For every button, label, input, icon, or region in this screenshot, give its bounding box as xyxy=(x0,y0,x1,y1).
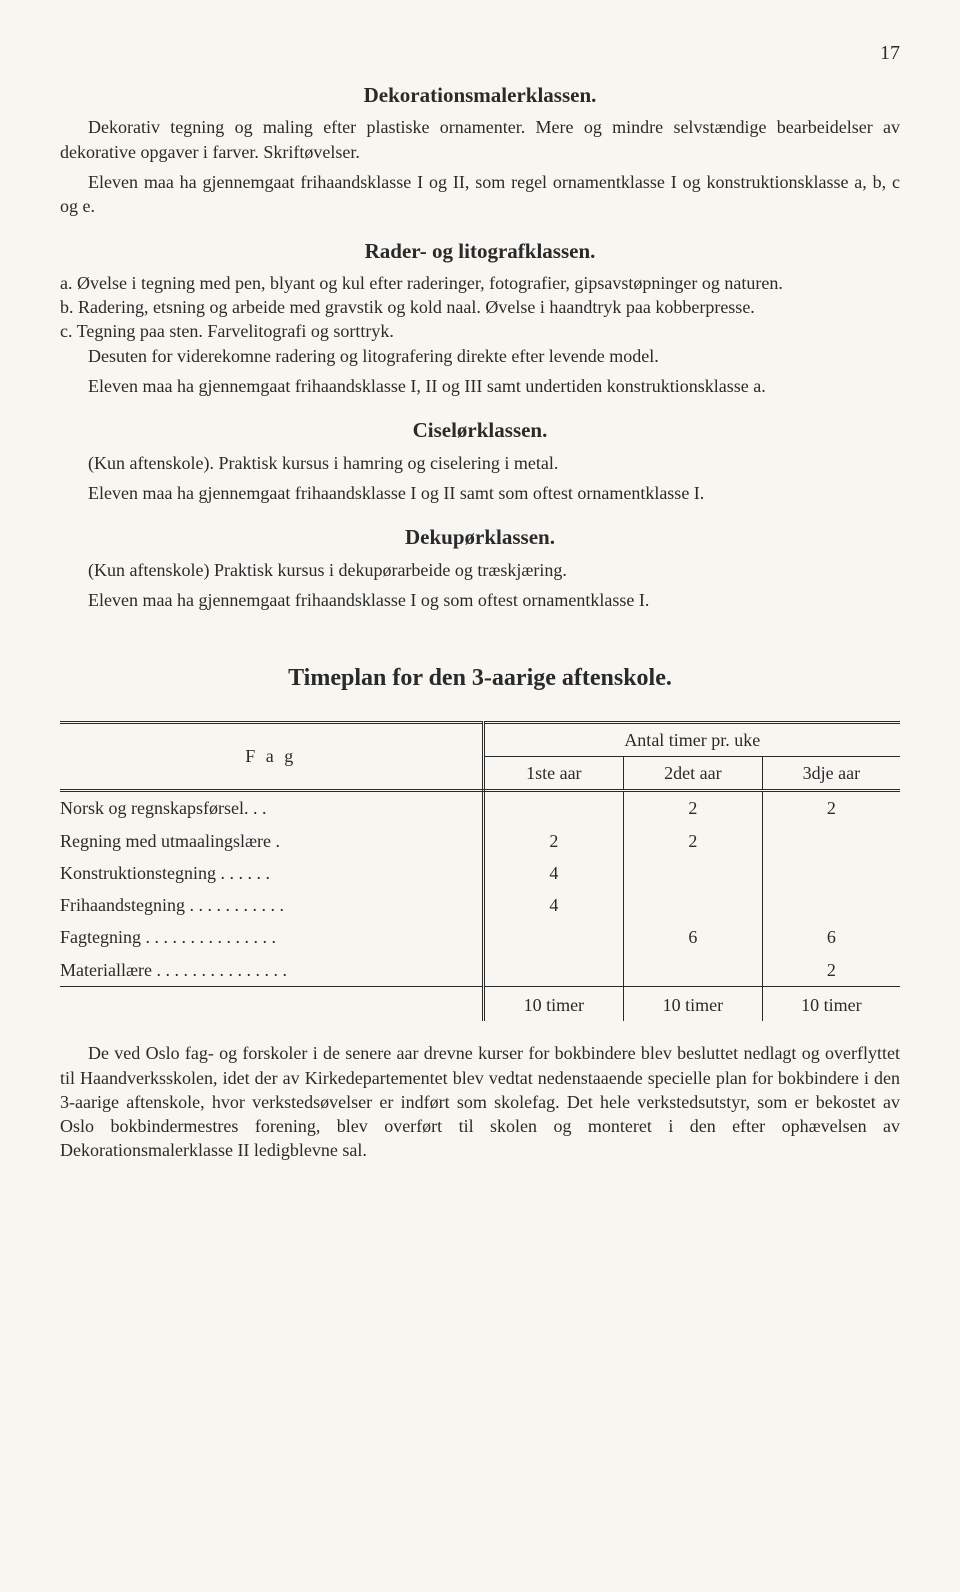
cell: 4 xyxy=(483,889,623,921)
cell: 2 xyxy=(624,825,763,857)
row-label: Fagtegning . . . . . . . . . . . . . . . xyxy=(60,921,483,953)
row-label: Norsk og regnskapsførsel. . . xyxy=(60,791,483,825)
section: Ciselørklassen. (Kun aftenskole). Praktis… xyxy=(60,416,900,505)
cell xyxy=(624,889,763,921)
page-number: 17 xyxy=(60,40,900,67)
list-item: b. Radering, etsning og arbeide med grav… xyxy=(60,295,900,319)
paragraph: Desuten for viderekomne radering og lito… xyxy=(60,344,900,368)
cell: 2 xyxy=(483,825,623,857)
cell xyxy=(624,954,763,987)
cell xyxy=(483,791,623,825)
year-header-2: 2det aar xyxy=(624,756,763,790)
paragraph: (Kun aftenskole) Praktisk kursus i dekup… xyxy=(60,558,900,582)
section-title: Ciselørklassen. xyxy=(60,416,900,444)
total-cell: 10 timer xyxy=(483,987,623,1022)
total-cell: 10 timer xyxy=(762,987,900,1022)
cell: 2 xyxy=(762,954,900,987)
table-row: Konstruktionstegning . . . . . .4 xyxy=(60,857,900,889)
paragraph: Eleven maa ha gjennemgaat frihaandsklass… xyxy=(60,170,900,219)
section-title: Dekupørklassen. xyxy=(60,523,900,551)
paragraph: (Kun aftenskole). Praktisk kursus i hamr… xyxy=(60,451,900,475)
cell: 6 xyxy=(762,921,900,953)
section-title: Rader- og litografklassen. xyxy=(60,237,900,265)
total-label xyxy=(60,987,483,1022)
cell xyxy=(483,954,623,987)
paragraph: Eleven maa ha gjennemgaat frihaandsklass… xyxy=(60,481,900,505)
section-title: Dekorationsmalerklassen. xyxy=(60,81,900,109)
cell: 4 xyxy=(483,857,623,889)
section: Dekupørklassen. (Kun aftenskole) Praktisk… xyxy=(60,523,900,612)
antal-header: Antal timer pr. uke xyxy=(483,722,900,756)
list-item: a. Øvelse i tegning med pen, blyant og k… xyxy=(60,271,900,295)
row-label: Materiallære . . . . . . . . . . . . . .… xyxy=(60,954,483,987)
cell: 2 xyxy=(624,791,763,825)
cell: 2 xyxy=(762,791,900,825)
table-row: Norsk og regnskapsførsel. . . 22 xyxy=(60,791,900,825)
footer-paragraph: De ved Oslo fag- og forskoler i de sener… xyxy=(60,1041,900,1162)
row-label: Frihaandstegning . . . . . . . . . . . xyxy=(60,889,483,921)
timetable: F a g Antal timer pr. uke 1ste aar 2det … xyxy=(60,721,900,1022)
section: Dekorationsmalerklassen. Dekorativ tegnin… xyxy=(60,81,900,219)
section: Rader- og litografklassen. a. Øvelse i te… xyxy=(60,237,900,399)
table-row: Fagtegning . . . . . . . . . . . . . . .… xyxy=(60,921,900,953)
cell xyxy=(762,857,900,889)
year-header-3: 3dje aar xyxy=(762,756,900,790)
row-label: Konstruktionstegning . . . . . . xyxy=(60,857,483,889)
table-total-row: 10 timer10 timer10 timer xyxy=(60,987,900,1022)
row-label: Regning med utmaalingslære . xyxy=(60,825,483,857)
year-header-1: 1ste aar xyxy=(483,756,623,790)
paragraph: Dekorativ tegning og maling efter plasti… xyxy=(60,115,900,164)
fag-header: F a g xyxy=(60,722,483,791)
paragraph: Eleven maa ha gjennemgaat frihaandsklass… xyxy=(60,374,900,398)
paragraph: Eleven maa ha gjennemgaat frihaandsklass… xyxy=(60,588,900,612)
table-title: Timeplan for den 3-aarige aftenskole. xyxy=(60,662,900,694)
cell xyxy=(762,825,900,857)
total-cell: 10 timer xyxy=(624,987,763,1022)
cell: 6 xyxy=(624,921,763,953)
table-row: Frihaandstegning . . . . . . . . . . .4 xyxy=(60,889,900,921)
cell xyxy=(762,889,900,921)
cell xyxy=(624,857,763,889)
list-item: c. Tegning paa sten. Farvelitografi og s… xyxy=(60,319,900,343)
table-row: Materiallære . . . . . . . . . . . . . .… xyxy=(60,954,900,987)
cell xyxy=(483,921,623,953)
table-row: Regning med utmaalingslære .22 xyxy=(60,825,900,857)
